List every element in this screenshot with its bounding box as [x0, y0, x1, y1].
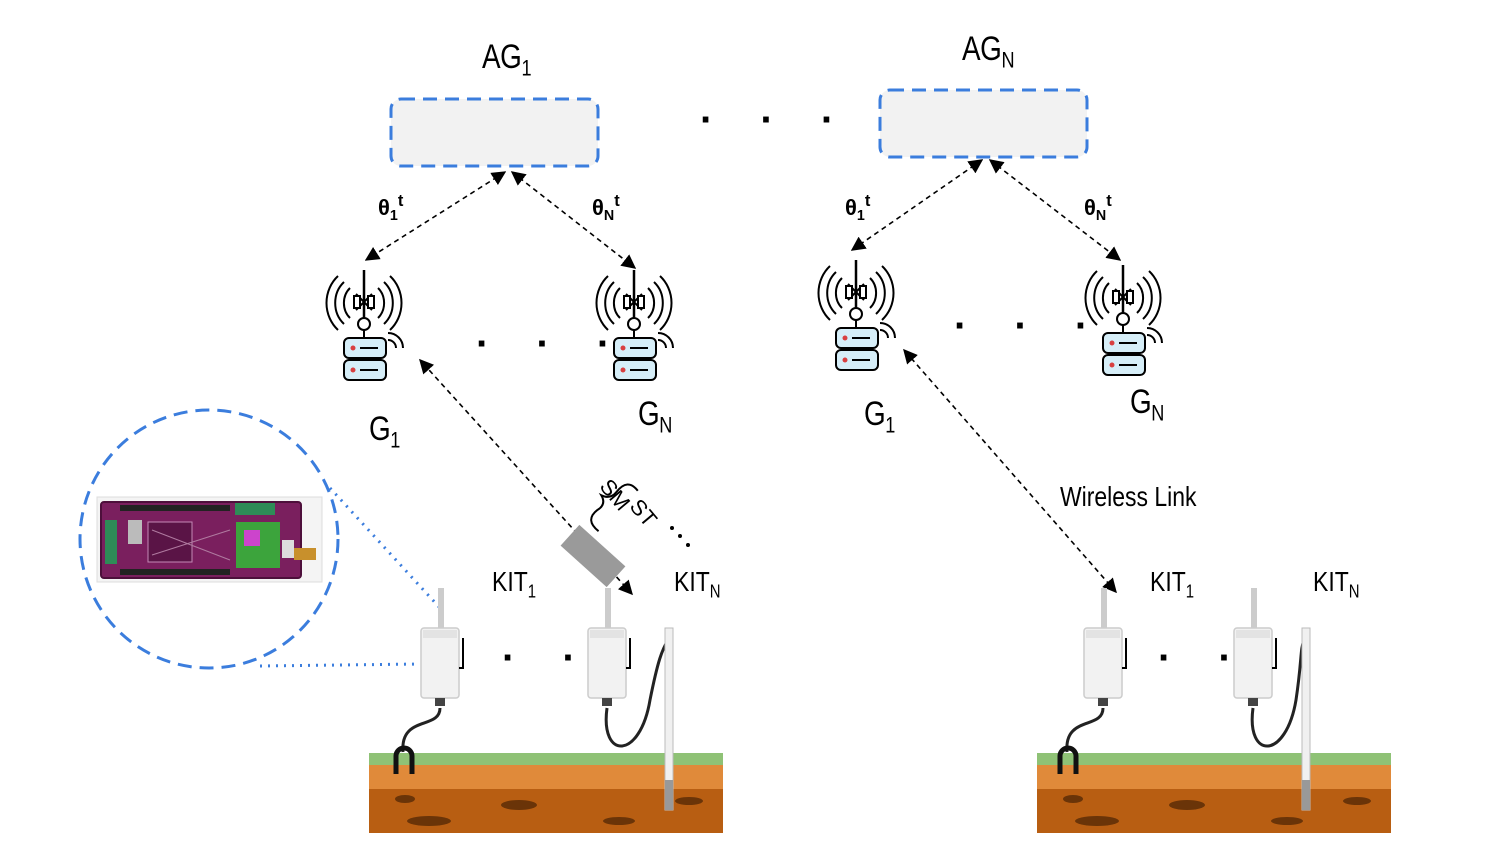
- moisture-probe-cable-left: [401, 707, 442, 753]
- moisture-probe-cable-right: [1065, 707, 1105, 753]
- temp-probe-tip-left: [665, 780, 673, 810]
- zoom-circle: [78, 408, 340, 670]
- theta-label-left-1: θ1t: [378, 192, 404, 225]
- gateway-ellipsis-left: · · ·: [476, 322, 629, 366]
- theta-label-right-1: θ1t: [845, 192, 871, 225]
- gateway-icon-left-1: [325, 268, 405, 382]
- gateway-icon-right-1: [817, 258, 897, 372]
- sensor-kit-left-n: [588, 588, 630, 706]
- kit-gateway-link-left: [419, 358, 633, 596]
- moisture-probe-icon-left: [393, 745, 415, 774]
- kit-label-right-1: KIT1: [1150, 566, 1195, 602]
- moisture-probe-icon-right: [1057, 745, 1079, 774]
- data-packet-icon: [560, 524, 626, 588]
- aggregator-ellipsis: · · ·: [700, 98, 853, 142]
- theta-label-left-n: θNt: [592, 192, 620, 225]
- gateway-ellipsis-right: · · ·: [954, 304, 1107, 348]
- packet-tail-dots: [670, 526, 690, 547]
- sensor-kit-right-1: [1084, 588, 1126, 706]
- theta-label-right-n: θNt: [1084, 192, 1112, 225]
- aggregator-label-n: AGN: [962, 30, 1015, 73]
- gateway-label-right-1: G1: [864, 395, 895, 438]
- kit-ellipsis-left: · ·: [502, 636, 594, 680]
- kit-ellipsis-right: · ·: [1158, 636, 1250, 680]
- kit-label-left-n: KITN: [674, 566, 721, 602]
- aggregator-box-n: [878, 88, 1089, 159]
- kit-label-left-1: KIT1: [492, 566, 537, 602]
- kit-label-right-n: KITN: [1313, 566, 1360, 602]
- temp-probe-cable-left: [604, 639, 670, 748]
- gateway-label-left-1: G1: [369, 410, 400, 453]
- aggregator-label-1: AG1: [482, 38, 532, 81]
- circuit-board-image: [96, 496, 323, 583]
- sensor-kit-left-1: [421, 588, 463, 706]
- aggregator-gateway-links: [364, 159, 1122, 269]
- aggregator-box-1: [389, 97, 600, 168]
- zoom-connector-lines: [259, 486, 442, 668]
- wireless-link-label: Wireless Link: [1060, 481, 1197, 512]
- soil-patch-right: [1037, 753, 1391, 833]
- temp-probe-cable-right: [1250, 639, 1306, 748]
- gateway-label-left-n: GN: [638, 395, 672, 438]
- packet-brace-icon: [590, 483, 639, 532]
- temp-probe-tip-right: [1302, 780, 1310, 810]
- wireless-link-line: [903, 348, 1117, 594]
- gateway-label-right-n: GN: [1130, 383, 1164, 426]
